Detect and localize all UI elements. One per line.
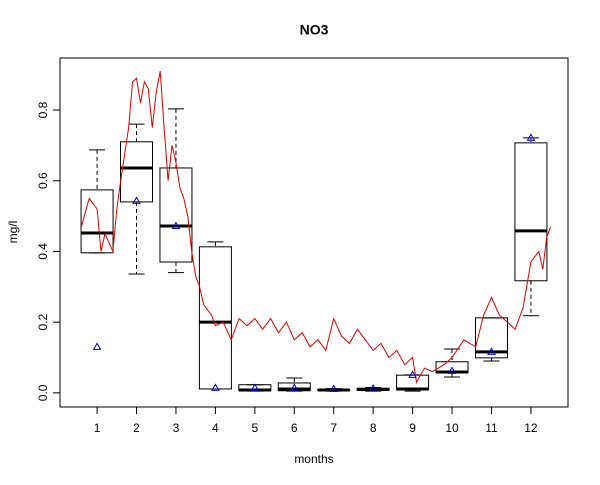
point	[171, 221, 181, 229]
point	[132, 196, 141, 204]
point	[487, 347, 496, 355]
y-axis-label: mg/l	[6, 221, 20, 244]
y-tick-label: 0.6	[36, 172, 50, 189]
x-tick-label: 12	[524, 421, 538, 435]
x-tick-label: 7	[330, 421, 337, 435]
point	[408, 370, 417, 378]
point	[447, 366, 457, 374]
point	[250, 383, 260, 391]
point	[368, 384, 378, 392]
y-tick-label: 0.8	[36, 101, 50, 118]
point	[92, 342, 102, 350]
point	[289, 383, 299, 391]
box	[474, 317, 508, 359]
point	[526, 133, 536, 141]
y-tick-label: 0.4	[36, 243, 50, 260]
point	[329, 384, 339, 392]
x-tick-label: 6	[291, 421, 298, 435]
x-tick-label: 4	[212, 421, 219, 435]
x-tick-label: 11	[485, 421, 498, 435]
y-tick-label: 0.0	[36, 384, 50, 401]
x-tick-label: 5	[251, 421, 258, 435]
x-axis-label: months	[294, 452, 333, 466]
x-tick-label: 8	[370, 421, 377, 435]
point	[211, 383, 220, 391]
x-tick-label: 2	[133, 421, 140, 435]
box	[514, 142, 548, 282]
box	[80, 189, 114, 254]
box	[159, 167, 193, 263]
line	[80, 71, 552, 384]
chart-title: NO3	[300, 22, 329, 38]
x-tick-label: 3	[173, 421, 180, 435]
box	[198, 246, 232, 390]
y-tick-label: 0.2	[36, 313, 50, 330]
x-tick-label: 9	[409, 421, 416, 435]
x-tick-label: 10	[445, 421, 459, 435]
x-tick-label: 1	[94, 421, 101, 435]
box	[120, 141, 154, 203]
plot-frame	[59, 57, 569, 408]
